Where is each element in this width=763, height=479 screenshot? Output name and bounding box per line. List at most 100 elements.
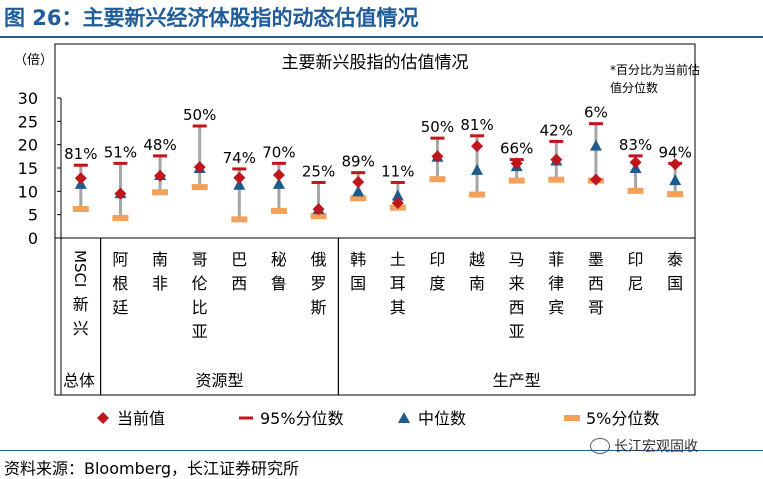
category-label-char: 印: [429, 250, 445, 269]
y-tick-label: 25: [18, 112, 38, 131]
category-label-char: 国: [350, 274, 366, 293]
median-marker: [391, 189, 404, 201]
percentile-label: 83%: [619, 136, 652, 154]
category-label-char: 罗: [311, 274, 327, 293]
p5-marker: [429, 176, 446, 183]
current-marker: [471, 140, 484, 153]
category-label-char: 比: [192, 298, 208, 317]
p5-marker: [469, 191, 486, 198]
title-rule: [0, 36, 763, 38]
category-label-char: 伦: [192, 274, 208, 293]
p95-marker: [113, 161, 128, 165]
current-marker: [352, 176, 365, 188]
median-marker: [233, 178, 246, 190]
category-label-char: 国: [667, 274, 683, 293]
category-label-char: 墨: [588, 250, 604, 269]
percentile-label: 89%: [342, 153, 375, 171]
y-axis-label: （倍）: [14, 53, 53, 68]
category-label-char: 南: [152, 250, 168, 269]
category-label-char: 来: [509, 274, 525, 293]
p5-marker: [350, 195, 367, 202]
percentile-label: 11%: [381, 162, 414, 180]
category-label-char: 哥: [192, 250, 208, 269]
watermark: 长江宏观固收: [590, 436, 698, 456]
category-label-char: 律: [548, 274, 564, 293]
median-marker: [352, 185, 365, 197]
p5-marker: [191, 184, 208, 191]
p5-marker: [112, 214, 129, 221]
percentile-label: 42%: [540, 121, 573, 139]
y-tick-label: 30: [18, 89, 38, 108]
category-label-char: 秘: [271, 250, 287, 269]
note-line-1: *百分比为当前估: [610, 62, 700, 77]
p5-marker: [72, 206, 89, 213]
p95-marker: [153, 154, 168, 158]
category-label-char: 亚: [192, 322, 208, 341]
legend-p5-marker: [564, 415, 580, 421]
category-label-char: 马: [509, 250, 525, 269]
percentile-label: 48%: [143, 136, 176, 154]
footer-rule: [0, 450, 763, 451]
y-tick-label: 0: [28, 229, 38, 248]
current-marker: [391, 197, 404, 209]
percentile-label: 74%: [223, 149, 256, 167]
watermark-text: 长江宏观固收: [614, 439, 698, 455]
p95-marker: [390, 180, 405, 184]
category-label-char: 印: [628, 250, 644, 269]
p95-marker: [470, 134, 485, 138]
group-label: 资源型: [195, 371, 243, 390]
source-note: 资料来源：Bloomberg，长江证券研究所: [4, 459, 300, 478]
current-marker: [629, 156, 642, 169]
current-marker: [233, 171, 246, 184]
category-label-char: 廷: [112, 298, 128, 317]
p5-marker: [152, 189, 169, 196]
p95-marker: [351, 171, 366, 175]
current-marker: [431, 150, 444, 163]
chart-frame: [54, 43, 696, 396]
current-marker: [550, 153, 563, 166]
category-label-char: 新: [73, 295, 89, 314]
p5-marker: [508, 177, 525, 184]
p95-marker: [430, 136, 445, 140]
median-marker: [471, 163, 484, 175]
category-label-char: 非: [152, 274, 168, 293]
category-label-char: 泰: [667, 250, 683, 269]
category-label-char: 土: [390, 250, 406, 269]
median-marker: [669, 174, 682, 186]
category-label-char: 其: [390, 298, 406, 317]
median-marker: [272, 177, 285, 189]
p95-marker: [271, 161, 286, 165]
category-label-char: 宾: [548, 298, 564, 317]
legend-p95-label: 95%分位数: [260, 409, 344, 428]
p95-marker: [311, 180, 326, 184]
wechat-icon: [590, 438, 610, 454]
current-marker: [193, 161, 206, 174]
y-tick-label: 10: [18, 182, 38, 201]
p5-marker: [310, 213, 327, 220]
percentile-label: 50%: [421, 118, 454, 136]
p5-marker: [627, 187, 644, 194]
category-label-char: 亚: [509, 322, 525, 341]
category-label-char: 尼: [628, 274, 644, 293]
percentile-label: 6%: [584, 104, 608, 122]
p5-marker: [667, 191, 684, 198]
percentile-label: 51%: [104, 143, 137, 161]
median-marker: [589, 139, 602, 151]
y-tick-label: 20: [18, 136, 38, 155]
category-label-char: 根: [112, 274, 128, 293]
legend-p5-label: 5%分位数: [586, 409, 659, 428]
p95-marker: [192, 124, 207, 128]
group-label: 总体: [63, 371, 95, 390]
p95-marker: [73, 163, 88, 167]
percentile-label: 81%: [460, 116, 493, 134]
percentile-label: 70%: [262, 143, 295, 161]
category-label-char: 鲁: [271, 274, 287, 293]
legend-p95-marker: [239, 416, 253, 420]
category-label-char: 南: [469, 274, 485, 293]
category-label-char: 斯: [311, 298, 327, 317]
category-label-char: 西: [588, 274, 604, 293]
current-marker: [589, 173, 602, 186]
category-label-char: 巴: [231, 250, 247, 269]
p95-marker: [232, 167, 247, 171]
